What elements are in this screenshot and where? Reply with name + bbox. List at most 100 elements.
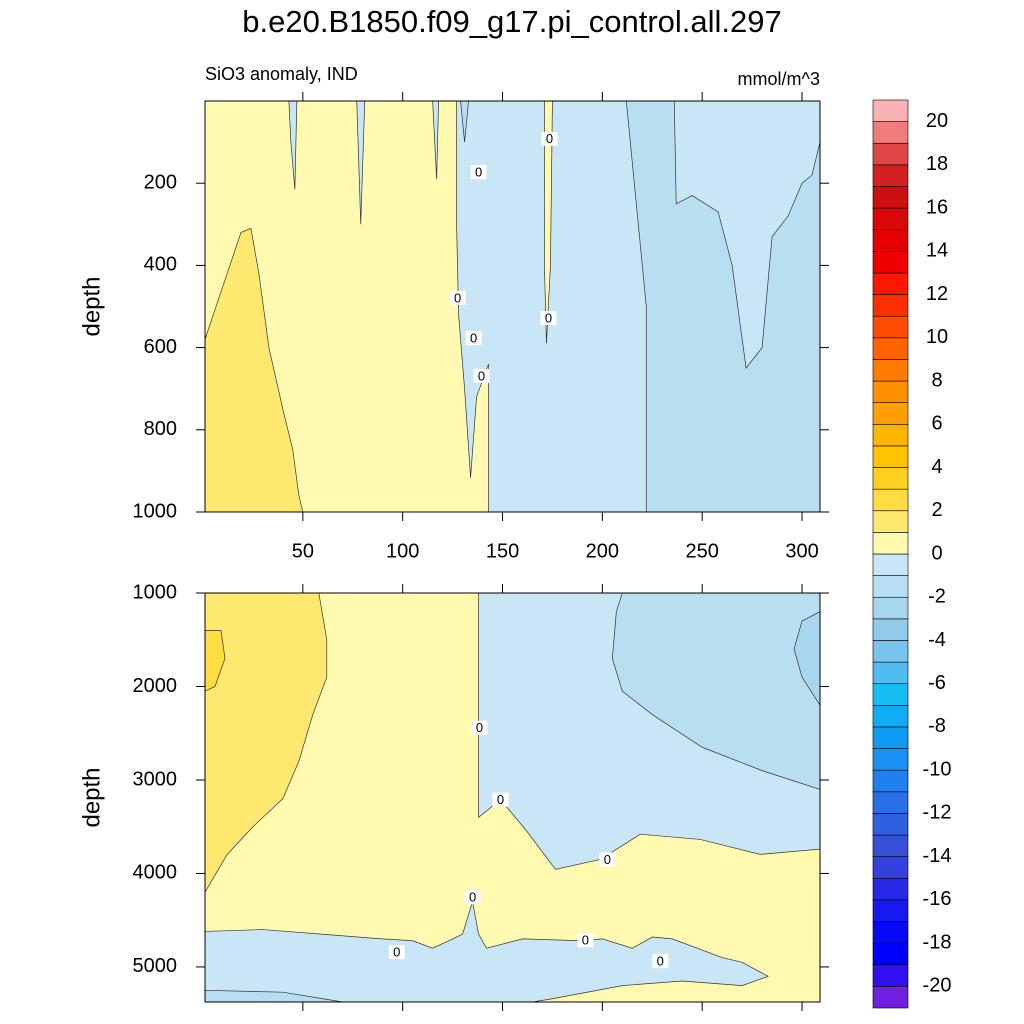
colorbar-box [872,575,909,598]
colorbar-label: 6 [931,413,942,435]
colorbar-box [872,121,909,144]
colorbar-label: -2 [928,586,946,608]
colorbar-box [872,251,909,274]
colorbar-box [872,683,909,706]
contour-label-bg [473,368,490,383]
contour-label: 0 [478,368,485,383]
contour-region [544,101,553,344]
contour-label-bg [470,165,487,180]
colorbar-box [872,964,909,987]
colorbar-box [872,856,909,879]
contour-label: 0 [393,945,400,960]
contour-region [625,101,820,512]
colorbar-label: 16 [926,196,948,218]
x-tick-label: 300 [785,540,818,562]
colorbar-label: -14 [923,845,952,867]
contour-label: 0 [582,933,589,948]
contour-label: 0 [469,890,476,905]
colorbar-box [872,748,909,771]
colorbar-label: 14 [926,240,948,262]
colorbar-box [872,618,909,641]
contour-label-bg [541,131,558,146]
contour-label: 0 [604,852,611,867]
colorbar-box [872,532,909,555]
colorbar-label: 10 [926,326,948,348]
chart-title: b.e20.B1850.f09_g17.pi_control.all.297 [242,4,782,39]
plot-frame [204,592,821,1003]
contour-region [460,101,469,143]
contour-label-bg [465,331,482,346]
y-tick-label: 4000 [133,862,178,884]
colorbar-box [872,899,909,922]
contour-region [205,630,226,692]
y-tick-label: 2000 [133,675,178,697]
contour-region [205,227,304,512]
contour-label-bg [464,890,481,905]
colorbar-label: 12 [926,283,948,305]
colorbar-label: -10 [923,758,952,780]
colorbar-box [872,705,909,728]
colorbar-box [872,488,909,512]
contour-label-bg [471,720,488,735]
x-tick-label: 50 [292,540,314,562]
colorbar-box [872,359,909,382]
y-tick-label: 400 [144,254,177,276]
colorbar-label: -8 [928,715,946,737]
colorbar-box [872,402,909,425]
contour-label: 0 [454,290,461,305]
y-tick-label: 200 [144,171,177,193]
colorbar-label: 2 [931,499,942,521]
units: mmol/m^3 [738,69,820,89]
colorbar-box [872,661,909,685]
contour-region [205,901,769,1002]
colorbar-box [872,423,909,447]
colorbar-box [872,142,909,166]
colorbar-label: -6 [928,672,946,694]
colorbar-box [872,272,909,295]
contour-label: 0 [545,310,552,325]
colorbar-box [872,726,909,749]
colorbar-box [872,467,909,490]
plot-frame [204,100,821,513]
colorbar-box [872,445,909,468]
y-tick-label: 600 [144,336,177,358]
colorbar-box [872,315,909,339]
contour-label-bg [599,852,616,867]
colorbar-box [872,229,909,252]
contour-region [432,101,439,180]
colorbar-box [872,834,909,857]
y-tick-label: 800 [144,418,177,440]
y-tick-label: 1000 [133,581,178,603]
plot-area: 0 0 0 0 0 0 0 [205,593,820,1002]
plot-area: 0 0 0 0 0 0 [205,101,820,512]
colorbar-label: 0 [931,542,942,564]
contour-label-bg [492,792,509,807]
colorbar-box [872,640,909,663]
colorbar-box [872,186,909,209]
y-tick-label: 5000 [133,955,178,977]
y-tick-label: 1000 [133,500,178,522]
colorbar-box [872,207,909,231]
contour-label: 0 [497,792,504,807]
colorbar-box [872,380,909,403]
colorbar-label: 8 [931,369,942,391]
colorbar-box [872,813,909,836]
colorbar-label: 20 [926,110,948,132]
colorbar-label: -20 [923,975,952,997]
x-tick-label: 150 [486,540,519,562]
colorbar-box [872,337,909,360]
contour-label-bg [388,945,405,960]
contour-label: 0 [475,165,482,180]
colorbar-box [872,921,909,944]
contour-region [205,989,343,1002]
colorbar-box [872,510,909,533]
contour-label-bg [540,311,557,326]
colorbar-box [872,553,909,576]
y-axis-label: depth [78,276,105,336]
colorbar-label: -16 [923,888,952,910]
contour-label-bg [577,933,594,948]
colorbar-label: -12 [923,802,952,824]
x-tick-label: 250 [686,540,719,562]
x-tick-label: 200 [586,540,619,562]
